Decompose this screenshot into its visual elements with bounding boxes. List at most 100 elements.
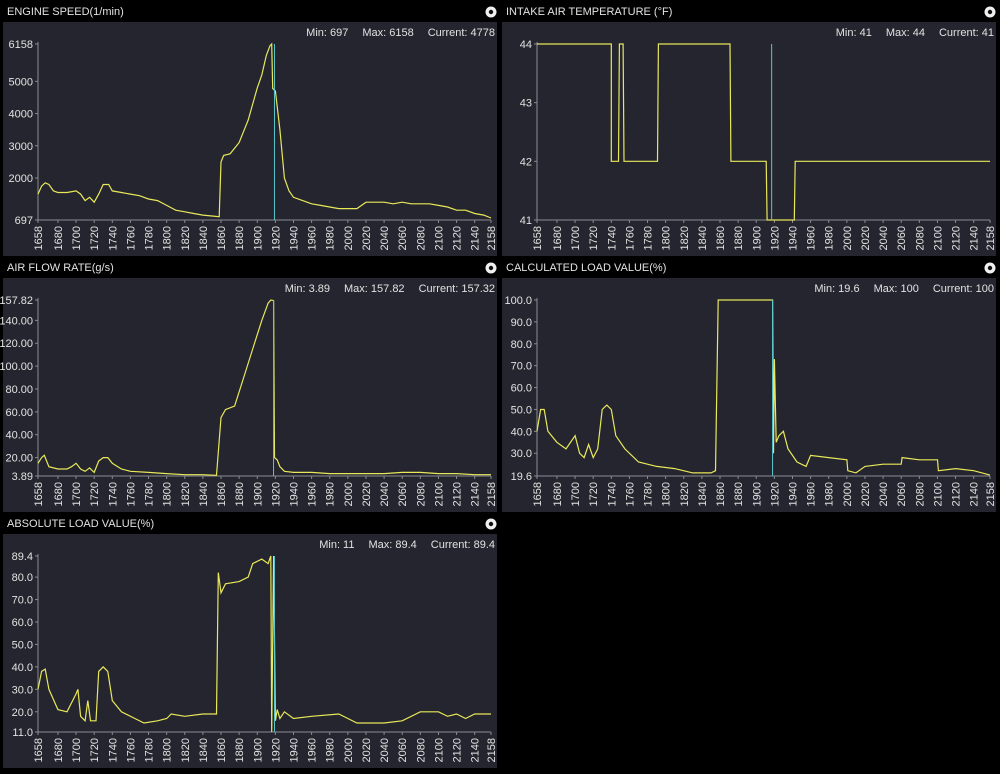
x-tick-label: 2100 (932, 226, 944, 250)
x-tick-label: 2158 (486, 738, 498, 762)
x-tick-label: 2120 (951, 482, 963, 506)
y-tick-label: 80.0 (511, 339, 532, 351)
x-tick-label: 2158 (486, 226, 498, 250)
x-tick-label: 2080 (415, 738, 427, 762)
y-tick-label: 11.0 (12, 727, 33, 739)
x-tick-label: 1820 (679, 226, 691, 250)
panel-option-dot (488, 265, 494, 271)
x-tick-label: 2000 (842, 226, 854, 250)
x-tick-label: 1740 (606, 226, 618, 250)
panel-title: ABSOLUTE LOAD VALUE(%) (7, 518, 154, 530)
y-tick-label: 6158 (9, 39, 33, 51)
x-tick-label: 1960 (307, 226, 319, 250)
stat: Max: 44 (886, 27, 925, 39)
x-tick-label: 2060 (397, 482, 409, 506)
y-tick-label: 50.0 (12, 639, 33, 651)
y-tick-label: 3000 (9, 141, 33, 153)
x-tick-label: 2020 (860, 226, 872, 250)
x-tick-label: 1840 (198, 226, 210, 250)
x-tick-label: 1820 (180, 226, 192, 250)
panel-option-dot (987, 265, 993, 271)
x-tick-label: 1760 (624, 226, 636, 250)
x-tick-label: 2158 (985, 226, 997, 250)
x-tick-label: 2100 (932, 482, 944, 506)
x-tick-label: 1760 (624, 482, 636, 506)
plot-background (3, 534, 497, 768)
stat: Max: 6158 (362, 27, 413, 39)
stat: Min: 41 (836, 27, 872, 39)
y-tick-label: 40.0 (511, 426, 532, 438)
y-tick-label: 90.0 (511, 317, 532, 329)
panel-option-dot (488, 521, 494, 527)
x-tick-label: 1900 (252, 482, 264, 506)
x-tick-label: 2120 (452, 482, 464, 506)
y-tick-label: 697 (15, 215, 33, 227)
panel-title: INTAKE AIR TEMPERATURE (°F) (506, 6, 672, 18)
x-tick-label: 1780 (643, 482, 655, 506)
x-tick-label: 1780 (144, 226, 156, 250)
stat: Max: 100 (874, 283, 919, 295)
x-tick-label: 1800 (661, 226, 673, 250)
x-tick-label: 1740 (107, 738, 119, 762)
y-tick-label: 80.0 (12, 572, 33, 584)
x-tick-label: 1840 (198, 482, 210, 506)
stats: Min: 19.6 Max: 100 Current: 100 (814, 283, 994, 295)
x-tick-label: 2000 (343, 482, 355, 506)
x-tick-label: 2120 (452, 226, 464, 250)
stat: Current: 4778 (428, 27, 495, 39)
x-tick-label: 1680 (552, 482, 564, 506)
x-tick-label: 2080 (415, 482, 427, 506)
y-tick-label: 43 (520, 98, 532, 110)
x-tick-label: 2080 (914, 226, 926, 250)
x-tick-label: 1658 (33, 226, 45, 250)
y-tick-label: 140.00 (0, 315, 33, 327)
x-tick-label: 1860 (715, 226, 727, 250)
y-tick-label: 60.00 (5, 407, 33, 419)
x-tick-label: 1900 (751, 226, 763, 250)
stat: Min: 11 (319, 539, 354, 551)
x-tick-label: 1880 (234, 482, 246, 506)
x-tick-label: 1920 (769, 226, 781, 250)
x-tick-label: 1840 (697, 482, 709, 506)
x-tick-label: 1840 (198, 738, 210, 762)
x-tick-label: 1700 (71, 226, 83, 250)
y-tick-label: 20.0 (12, 707, 33, 719)
x-tick-label: 2140 (470, 226, 482, 250)
plot-background (3, 278, 497, 512)
x-tick-label: 1658 (33, 738, 45, 762)
y-tick-label: 89.4 (12, 551, 33, 563)
x-tick-label: 2140 (470, 482, 482, 506)
plot-background (502, 278, 996, 512)
panel-title: AIR FLOW RATE(g/s) (7, 262, 114, 274)
x-tick-label: 1980 (325, 482, 337, 506)
x-tick-label: 1720 (588, 482, 600, 506)
y-tick-label: 4000 (9, 109, 33, 121)
x-tick-label: 1700 (570, 482, 582, 506)
x-tick-label: 1860 (715, 482, 727, 506)
panel-title: CALCULATED LOAD VALUE(%) (506, 262, 666, 274)
panel-option-dot (987, 9, 993, 15)
x-tick-label: 2020 (361, 226, 373, 250)
x-tick-label: 2060 (896, 226, 908, 250)
x-tick-label: 2020 (860, 482, 872, 506)
stat: Max: 157.82 (344, 283, 405, 295)
y-tick-label: 30.0 (12, 684, 33, 696)
x-tick-label: 2140 (470, 738, 482, 762)
x-tick-label: 2120 (951, 226, 963, 250)
x-tick-label: 1658 (33, 482, 45, 506)
y-tick-label: 41 (520, 215, 532, 227)
x-tick-label: 1760 (125, 482, 137, 506)
x-tick-label: 1940 (787, 482, 799, 506)
y-tick-label: 50.0 (511, 404, 532, 416)
x-tick-label: 2140 (969, 482, 981, 506)
x-tick-label: 1920 (769, 482, 781, 506)
x-tick-label: 2060 (397, 738, 409, 762)
stat: Min: 19.6 (814, 283, 859, 295)
x-tick-label: 2060 (397, 226, 409, 250)
x-tick-label: 1860 (216, 482, 228, 506)
x-tick-label: 1700 (71, 738, 83, 762)
plot-background (3, 22, 497, 256)
x-tick-label: 1940 (288, 482, 300, 506)
x-tick-label: 1980 (325, 226, 337, 250)
data-line (537, 43, 990, 221)
